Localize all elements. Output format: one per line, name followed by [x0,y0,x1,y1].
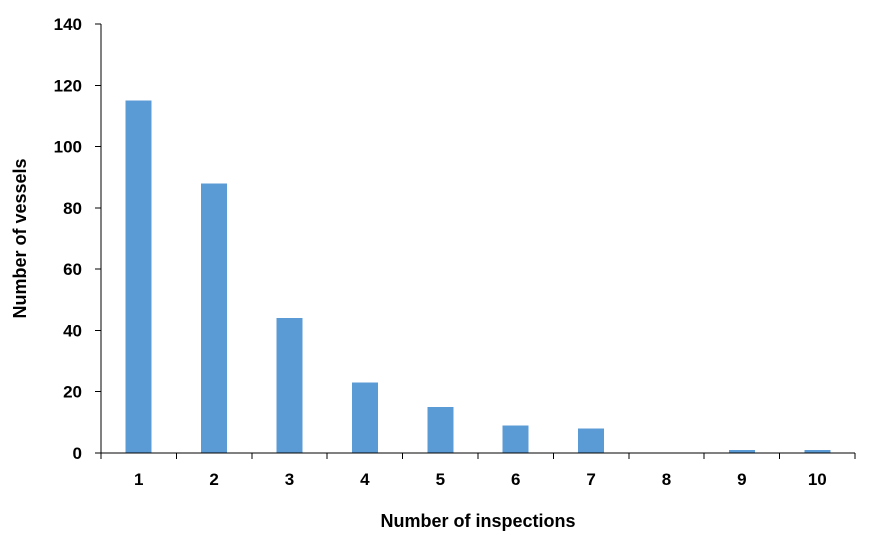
bar-3 [276,318,303,453]
ticks-layer [95,23,856,459]
bar-10 [804,449,831,453]
bar-6 [502,425,529,453]
bars-layer [125,100,831,454]
y-tick-label-60: 60 [63,260,82,279]
x-tick-label-6: 6 [511,470,520,489]
bar-9 [728,449,755,453]
x-tick-label-10: 10 [808,470,827,489]
y-axis-title: Number of vessels [10,158,30,318]
bar-4 [351,382,378,453]
y-tick-label-0: 0 [73,444,82,463]
y-tick-label-80: 80 [63,199,82,218]
x-tick-label-9: 9 [737,470,746,489]
x-axis-title: Number of inspections [380,511,575,531]
bar-5 [427,407,454,453]
x-tick-label-1: 1 [134,470,143,489]
x-tick-label-2: 2 [209,470,218,489]
y-tick-label-140: 140 [54,15,82,34]
x-tick-label-3: 3 [285,470,294,489]
bar-7 [578,428,605,453]
bar-2 [201,183,228,454]
x-tick-label-7: 7 [586,470,595,489]
y-tick-label-40: 40 [63,321,82,340]
y-tick-label-120: 120 [54,76,82,95]
x-tick-label-4: 4 [360,470,370,489]
x-tick-label-8: 8 [662,470,671,489]
y-tick-label-100: 100 [54,138,82,157]
bar-1 [125,100,152,453]
y-tick-label-20: 20 [63,383,82,402]
x-tick-label-5: 5 [436,470,445,489]
